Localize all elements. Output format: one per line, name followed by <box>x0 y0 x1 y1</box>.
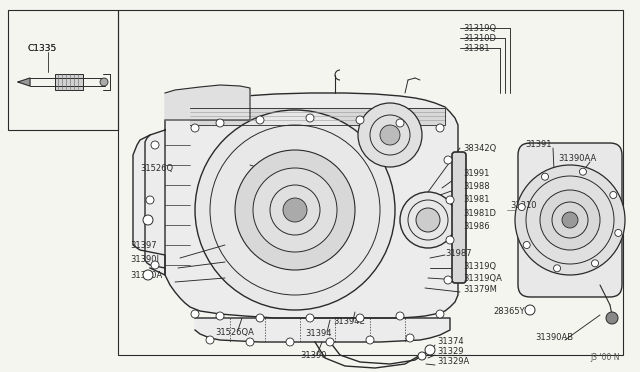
Text: 31390AB: 31390AB <box>535 334 573 343</box>
Circle shape <box>446 196 454 204</box>
FancyBboxPatch shape <box>452 152 466 283</box>
Polygon shape <box>145 130 165 268</box>
Circle shape <box>518 203 525 211</box>
Circle shape <box>206 336 214 344</box>
Text: 31319Q: 31319Q <box>463 262 496 270</box>
Circle shape <box>283 198 307 222</box>
Circle shape <box>253 168 337 252</box>
Circle shape <box>143 215 153 225</box>
Text: 31987: 31987 <box>445 248 472 257</box>
Text: 31319QA: 31319QA <box>463 273 502 282</box>
Circle shape <box>416 208 440 232</box>
Bar <box>8 10 118 130</box>
Circle shape <box>356 314 364 322</box>
Circle shape <box>216 312 224 320</box>
Circle shape <box>256 116 264 124</box>
Text: 31310: 31310 <box>510 201 536 209</box>
Text: 31526QA: 31526QA <box>215 327 254 337</box>
Circle shape <box>380 125 400 145</box>
Text: 31991: 31991 <box>463 169 490 177</box>
Bar <box>118 10 623 355</box>
Polygon shape <box>190 108 445 125</box>
Polygon shape <box>18 78 30 86</box>
Circle shape <box>591 260 598 267</box>
Text: C1335: C1335 <box>28 44 57 52</box>
Circle shape <box>606 312 618 324</box>
Circle shape <box>366 336 374 344</box>
FancyBboxPatch shape <box>518 143 622 297</box>
Circle shape <box>615 230 622 237</box>
Text: 31526Q: 31526Q <box>140 164 173 173</box>
Circle shape <box>523 241 530 248</box>
Circle shape <box>195 110 395 310</box>
Circle shape <box>396 119 404 127</box>
Text: 31390J: 31390J <box>130 256 159 264</box>
Circle shape <box>256 314 264 322</box>
Text: 31391: 31391 <box>525 140 552 148</box>
Text: J3 '00 N: J3 '00 N <box>591 353 620 362</box>
Circle shape <box>235 150 355 270</box>
Circle shape <box>554 265 561 272</box>
Text: 38342Q: 38342Q <box>463 144 496 153</box>
Circle shape <box>358 103 422 167</box>
Circle shape <box>356 116 364 124</box>
Text: 31390A: 31390A <box>130 270 163 279</box>
Bar <box>55 74 83 90</box>
Circle shape <box>151 261 159 269</box>
Circle shape <box>579 168 586 175</box>
Text: 31379M: 31379M <box>463 285 497 295</box>
Circle shape <box>444 276 452 284</box>
Circle shape <box>610 192 617 199</box>
Circle shape <box>418 352 426 360</box>
Circle shape <box>191 310 199 318</box>
Circle shape <box>425 345 435 355</box>
Text: 31390: 31390 <box>300 350 326 359</box>
Polygon shape <box>165 85 250 120</box>
Circle shape <box>436 124 444 132</box>
Circle shape <box>146 196 154 204</box>
Polygon shape <box>133 135 165 275</box>
Text: 31986: 31986 <box>463 221 490 231</box>
Circle shape <box>515 165 625 275</box>
Text: 31988: 31988 <box>463 182 490 190</box>
Text: 31329A: 31329A <box>437 357 469 366</box>
Circle shape <box>100 78 108 86</box>
Text: 31390AA: 31390AA <box>558 154 596 163</box>
Text: 31310D: 31310D <box>463 33 496 42</box>
Circle shape <box>400 192 456 248</box>
Circle shape <box>246 338 254 346</box>
Text: 31397: 31397 <box>130 241 157 250</box>
Circle shape <box>541 173 548 180</box>
Circle shape <box>540 190 600 250</box>
Circle shape <box>406 334 414 342</box>
Text: 28365Y: 28365Y <box>493 308 525 317</box>
Circle shape <box>286 338 294 346</box>
Circle shape <box>306 114 314 122</box>
Circle shape <box>216 119 224 127</box>
Circle shape <box>525 305 535 315</box>
Text: 31319Q: 31319Q <box>463 23 496 32</box>
Circle shape <box>396 312 404 320</box>
Circle shape <box>143 270 153 280</box>
Circle shape <box>562 212 578 228</box>
Circle shape <box>306 314 314 322</box>
Text: 31394E: 31394E <box>333 317 365 327</box>
Circle shape <box>326 338 334 346</box>
Text: 31981: 31981 <box>463 195 490 203</box>
Polygon shape <box>195 318 450 342</box>
Circle shape <box>444 156 452 164</box>
Text: C1335: C1335 <box>28 44 57 52</box>
Text: 31329: 31329 <box>437 347 463 356</box>
Text: 31394: 31394 <box>305 328 332 337</box>
Text: 31981D: 31981D <box>463 208 496 218</box>
Text: 31381: 31381 <box>463 44 490 52</box>
Circle shape <box>191 124 199 132</box>
Polygon shape <box>165 93 458 318</box>
Text: 31374: 31374 <box>437 337 463 346</box>
Circle shape <box>151 141 159 149</box>
Circle shape <box>436 310 444 318</box>
Circle shape <box>446 236 454 244</box>
